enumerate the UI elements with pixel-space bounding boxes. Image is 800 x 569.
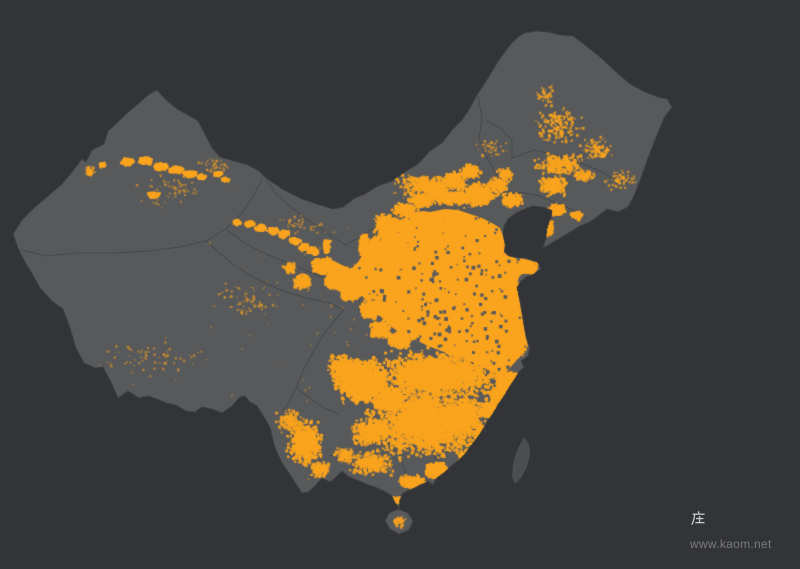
surname-label: 庄 — [691, 510, 706, 526]
surname-glyph-zhuang: 庄 — [691, 511, 705, 525]
watermark-text: www.kaom.net — [690, 537, 772, 551]
